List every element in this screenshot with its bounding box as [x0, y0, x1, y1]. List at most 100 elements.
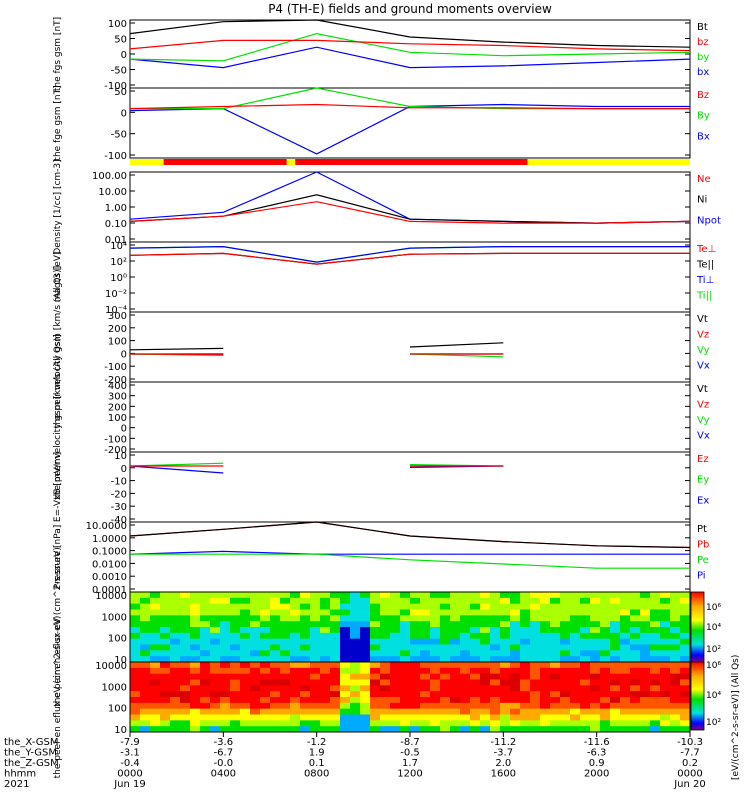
spectrogram-cell: [390, 656, 401, 663]
spectrogram-cell: [300, 726, 311, 733]
spectrogram-cell: [380, 720, 391, 727]
spectrogram-cell: [320, 673, 331, 680]
spectrogram-cell: [190, 685, 201, 692]
spectrogram-cell: [310, 691, 321, 698]
spectrogram-cell: [670, 685, 681, 692]
spectrogram-cell: [570, 656, 581, 663]
spectrogram-cell: [430, 726, 441, 733]
spectrogram-cell: [460, 597, 471, 605]
spectrogram-cell: [310, 714, 321, 721]
spectrogram-cell: [450, 708, 461, 715]
spectrogram-cell: [140, 708, 151, 715]
spectrogram-cell: [520, 714, 531, 721]
spectrogram-cell: [260, 627, 271, 634]
spectrogram-cell: [280, 720, 291, 727]
spectrogram-cell: [200, 615, 211, 622]
spectrogram-cell: [270, 656, 281, 663]
y-tick-label: 10: [114, 725, 127, 736]
legend-entry: bz: [697, 37, 709, 48]
spectrogram-cell: [440, 697, 451, 704]
spectrogram-cell: [180, 720, 191, 727]
spectrogram-cell: [410, 697, 421, 704]
spectrogram-cell: [620, 650, 631, 657]
spectrogram-cell: [450, 656, 461, 663]
spectrogram-cell: [350, 656, 361, 663]
spectrogram-cell: [590, 632, 601, 640]
spectrogram-cell: [410, 708, 421, 715]
spectrogram-cell: [170, 597, 181, 605]
spectrogram-cell: [380, 726, 391, 733]
spectrogram-cell: [640, 679, 651, 686]
spectrogram-cell: [320, 679, 331, 686]
spectrogram-cell: [250, 697, 261, 704]
spectrogram-cell: [640, 685, 651, 692]
spectrogram-cell: [230, 627, 241, 634]
spectrogram-cell: [470, 627, 481, 634]
spectrogram-cell: [470, 691, 481, 698]
spectrogram-cell: [570, 650, 581, 657]
spectrogram-cell: [210, 714, 221, 721]
spectrogram-cell: [580, 679, 591, 686]
spectrogram-cell: [510, 638, 521, 645]
spectrogram-cell: [520, 621, 531, 628]
spectrogram-cell: [490, 667, 501, 675]
spectrogram-cell: [290, 685, 301, 692]
spectrogram-cell: [180, 708, 191, 715]
spectrogram-cell: [570, 679, 581, 686]
footer-row-label: the_X-GSM: [4, 737, 58, 748]
spectrogram-cell: [230, 708, 241, 715]
spectrogram-cell: [610, 667, 621, 675]
spectrogram-cell: [370, 697, 381, 704]
legend-entry: Pe: [697, 555, 709, 566]
spectrogram-cell: [390, 685, 401, 692]
footer-cell: 0.9: [589, 758, 605, 769]
footer-row-label: the_Y-GSM: [4, 748, 57, 759]
colorbar-tick-3: 10²: [706, 645, 721, 655]
y-tick-label: -100: [104, 434, 127, 445]
spectrogram-cell: [250, 627, 261, 634]
spectrogram-cell: [330, 726, 341, 733]
spectrogram-cell: [300, 656, 311, 663]
spectrogram-cell: [470, 702, 481, 710]
spectrogram-cell: [500, 603, 511, 610]
spectrogram-cell: [350, 714, 361, 721]
spectrogram-cell: [390, 597, 401, 605]
spectrogram-cell: [290, 650, 301, 657]
spectrogram-cell: [360, 702, 371, 710]
spectrogram-cell: [420, 702, 431, 710]
spectrogram-cell: [620, 679, 631, 686]
spectrogram-cell: [680, 597, 691, 605]
spectrogram-cell: [360, 656, 371, 663]
spectrogram-cell: [630, 679, 641, 686]
spectrogram-cell: [320, 702, 331, 710]
spectrogram-cell: [150, 726, 161, 733]
spectrogram-cell: [460, 691, 471, 698]
spectrogram-cell: [200, 673, 211, 680]
spectrogram-cell: [440, 691, 451, 698]
spectrogram-cell: [660, 603, 671, 610]
spectrogram-cell: [370, 627, 381, 634]
spectrogram-cell: [560, 702, 571, 710]
spectrogram-cell: [310, 644, 321, 651]
spectrogram-cell: [200, 650, 211, 657]
spectrogram-cell: [270, 627, 281, 634]
spectrogram-cell: [130, 714, 141, 721]
spectrogram-cell: [420, 679, 431, 686]
footer-cell: -10.3: [677, 737, 703, 748]
spectrogram-cell: [190, 714, 201, 721]
spectrogram-cell: [300, 638, 311, 645]
spectrogram-cell: [470, 679, 481, 686]
spectrogram-cell: [260, 638, 271, 645]
spectrogram-cell: [630, 638, 641, 645]
spectrogram-cell: [650, 656, 661, 663]
colorbar-tick-1: 10⁶: [706, 603, 721, 613]
spectrogram-cell: [420, 662, 431, 669]
spectrogram-cell: [610, 708, 621, 715]
spectrogram-cell: [480, 627, 491, 634]
y-tick-label: 300: [108, 311, 127, 322]
spectrogram-cell: [680, 708, 691, 715]
spectrogram-cell: [390, 603, 401, 610]
spectrogram-cell: [410, 609, 421, 616]
spectrogram-cell: [130, 603, 141, 610]
spectrogram-cell: [280, 615, 291, 622]
